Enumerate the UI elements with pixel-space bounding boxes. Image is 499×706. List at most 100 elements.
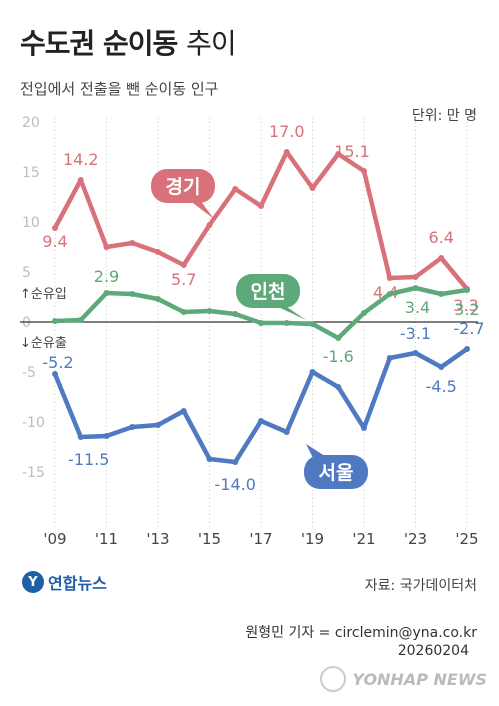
logo-mark-icon: Y: [22, 571, 44, 593]
x-tick-label: '21: [352, 530, 375, 548]
data-label: -11.5: [68, 450, 109, 469]
y-tick-label: 20: [22, 115, 40, 131]
data-point-1-5: [180, 309, 187, 315]
x-tick-label: '11: [95, 530, 118, 548]
logo-text: 연합뉴스: [48, 574, 107, 593]
data-point-2-2: [103, 433, 110, 439]
data-point-1-11: [335, 335, 342, 341]
data-label: 3.3: [453, 296, 478, 315]
legend-bubble-tail-0: [193, 200, 214, 219]
data-point-2-11: [335, 384, 342, 390]
data-point-0-15: [438, 255, 445, 261]
legend-bubble-0: [151, 169, 215, 203]
data-point-0-11: [335, 151, 342, 157]
data-point-1-9: [283, 320, 290, 326]
data-point-1-16: [464, 287, 470, 293]
data-label: -1.6: [323, 347, 354, 366]
data-point-2-7: [232, 459, 239, 465]
data-point-1-14: [412, 285, 419, 291]
data-label: 2.9: [94, 267, 119, 286]
data-label: -5.2: [42, 353, 73, 372]
data-label: -4.5: [426, 377, 457, 396]
x-tick-label: '15: [198, 530, 221, 548]
data-point-1-4: [155, 296, 161, 302]
y-tick-label: 0: [22, 315, 31, 331]
data-point-0-10: [309, 185, 316, 191]
data-point-2-6: [206, 456, 213, 462]
data-point-0-14: [412, 274, 419, 280]
data-point-1-7: [232, 311, 239, 317]
watermark-circle-icon: [320, 666, 347, 692]
data-point-2-9: [283, 429, 290, 435]
data-point-2-13: [386, 355, 393, 361]
data-point-0-3: [129, 240, 136, 246]
line-chart: 20 15 10 5 0 -5 -10 -15 ↑순유입 ↓순유출 '09 '11 '13 '15 '17 '…: [20, 115, 485, 548]
data-label: -14.0: [215, 475, 256, 494]
legend-label: 경기: [166, 176, 201, 198]
legend-label: 인천: [251, 281, 286, 303]
data-point-2-10: [309, 369, 316, 375]
x-tick-label: '09: [43, 530, 66, 548]
data-point-0-13: [386, 275, 393, 281]
yonhap-logo: Y 연합뉴스: [22, 570, 107, 594]
watermark-text: YONHAP NEWS: [352, 669, 487, 689]
title-light: 추이: [186, 27, 237, 60]
data-label: -2.7: [453, 319, 484, 338]
legend-label: 서울: [319, 462, 354, 484]
data-label: 14.2: [63, 150, 99, 169]
page-title: 수도권 순이동 추이: [20, 22, 237, 62]
data-point-1-1: [77, 317, 84, 323]
data-point-1-10: [309, 321, 316, 327]
data-label: 3.4: [405, 298, 430, 317]
data-point-2-1: [77, 434, 84, 440]
source-note: 자료: 국가데이터처: [364, 578, 477, 594]
y-tick-label: -15: [22, 465, 45, 481]
unit-label: 단위: 만 명: [411, 108, 477, 124]
data-point-0-5: [180, 262, 187, 268]
data-point-0-9: [283, 149, 290, 155]
inflow-label: ↑순유입: [20, 287, 67, 302]
date-stamp: 20260204: [397, 643, 469, 659]
data-label: 17.0: [269, 122, 305, 141]
title-bold: 수도권 순이동: [20, 27, 178, 60]
data-point-1-15: [438, 291, 445, 297]
data-point-2-15: [438, 364, 445, 370]
data-point-2-5: [180, 408, 187, 414]
data-label: 3.2: [454, 300, 479, 319]
data-point-0-6: [206, 222, 213, 228]
data-label: -3.1: [400, 324, 431, 343]
data-point-0-8: [258, 203, 264, 209]
data-point-0-0: [52, 225, 58, 231]
data-point-2-14: [412, 350, 419, 356]
data-point-2-0: [52, 371, 58, 377]
data-point-1-13: [386, 291, 393, 297]
data-point-0-12: [361, 168, 367, 174]
data-label: 9.4: [42, 232, 67, 251]
data-point-2-12: [361, 425, 367, 431]
data-point-1-2: [103, 290, 110, 296]
data-label: 15.1: [334, 142, 370, 161]
data-point-2-3: [129, 424, 136, 430]
x-tick-label: '17: [249, 530, 272, 548]
y-tick-label: -10: [22, 415, 45, 431]
x-tick-label: '13: [146, 530, 169, 548]
outflow-label: ↓순유출: [20, 336, 67, 351]
legend-bubble-2: [304, 455, 368, 489]
data-point-0-2: [103, 244, 110, 250]
y-tick-label: 15: [22, 165, 40, 181]
y-tick-label: 10: [22, 215, 40, 231]
data-point-1-3: [129, 291, 136, 297]
data-point-0-1: [77, 177, 84, 183]
y-tick-label: -5: [22, 365, 36, 381]
byline: 원형민 기자 = circlemin@yna.co.kr: [245, 625, 477, 641]
page-subtitle: 전입에서 전출을 뺀 순이동 인구: [20, 80, 219, 98]
legend-bubble-tail-1: [276, 305, 306, 320]
series-line-2: [52, 346, 470, 465]
data-point-1-0: [52, 318, 58, 324]
x-tick-label: '25: [455, 530, 478, 548]
legend-bubble-1: [236, 274, 300, 308]
data-label: 6.4: [429, 228, 454, 247]
data-point-2-4: [155, 422, 161, 428]
data-point-0-7: [232, 186, 239, 192]
data-point-2-16: [464, 346, 470, 352]
